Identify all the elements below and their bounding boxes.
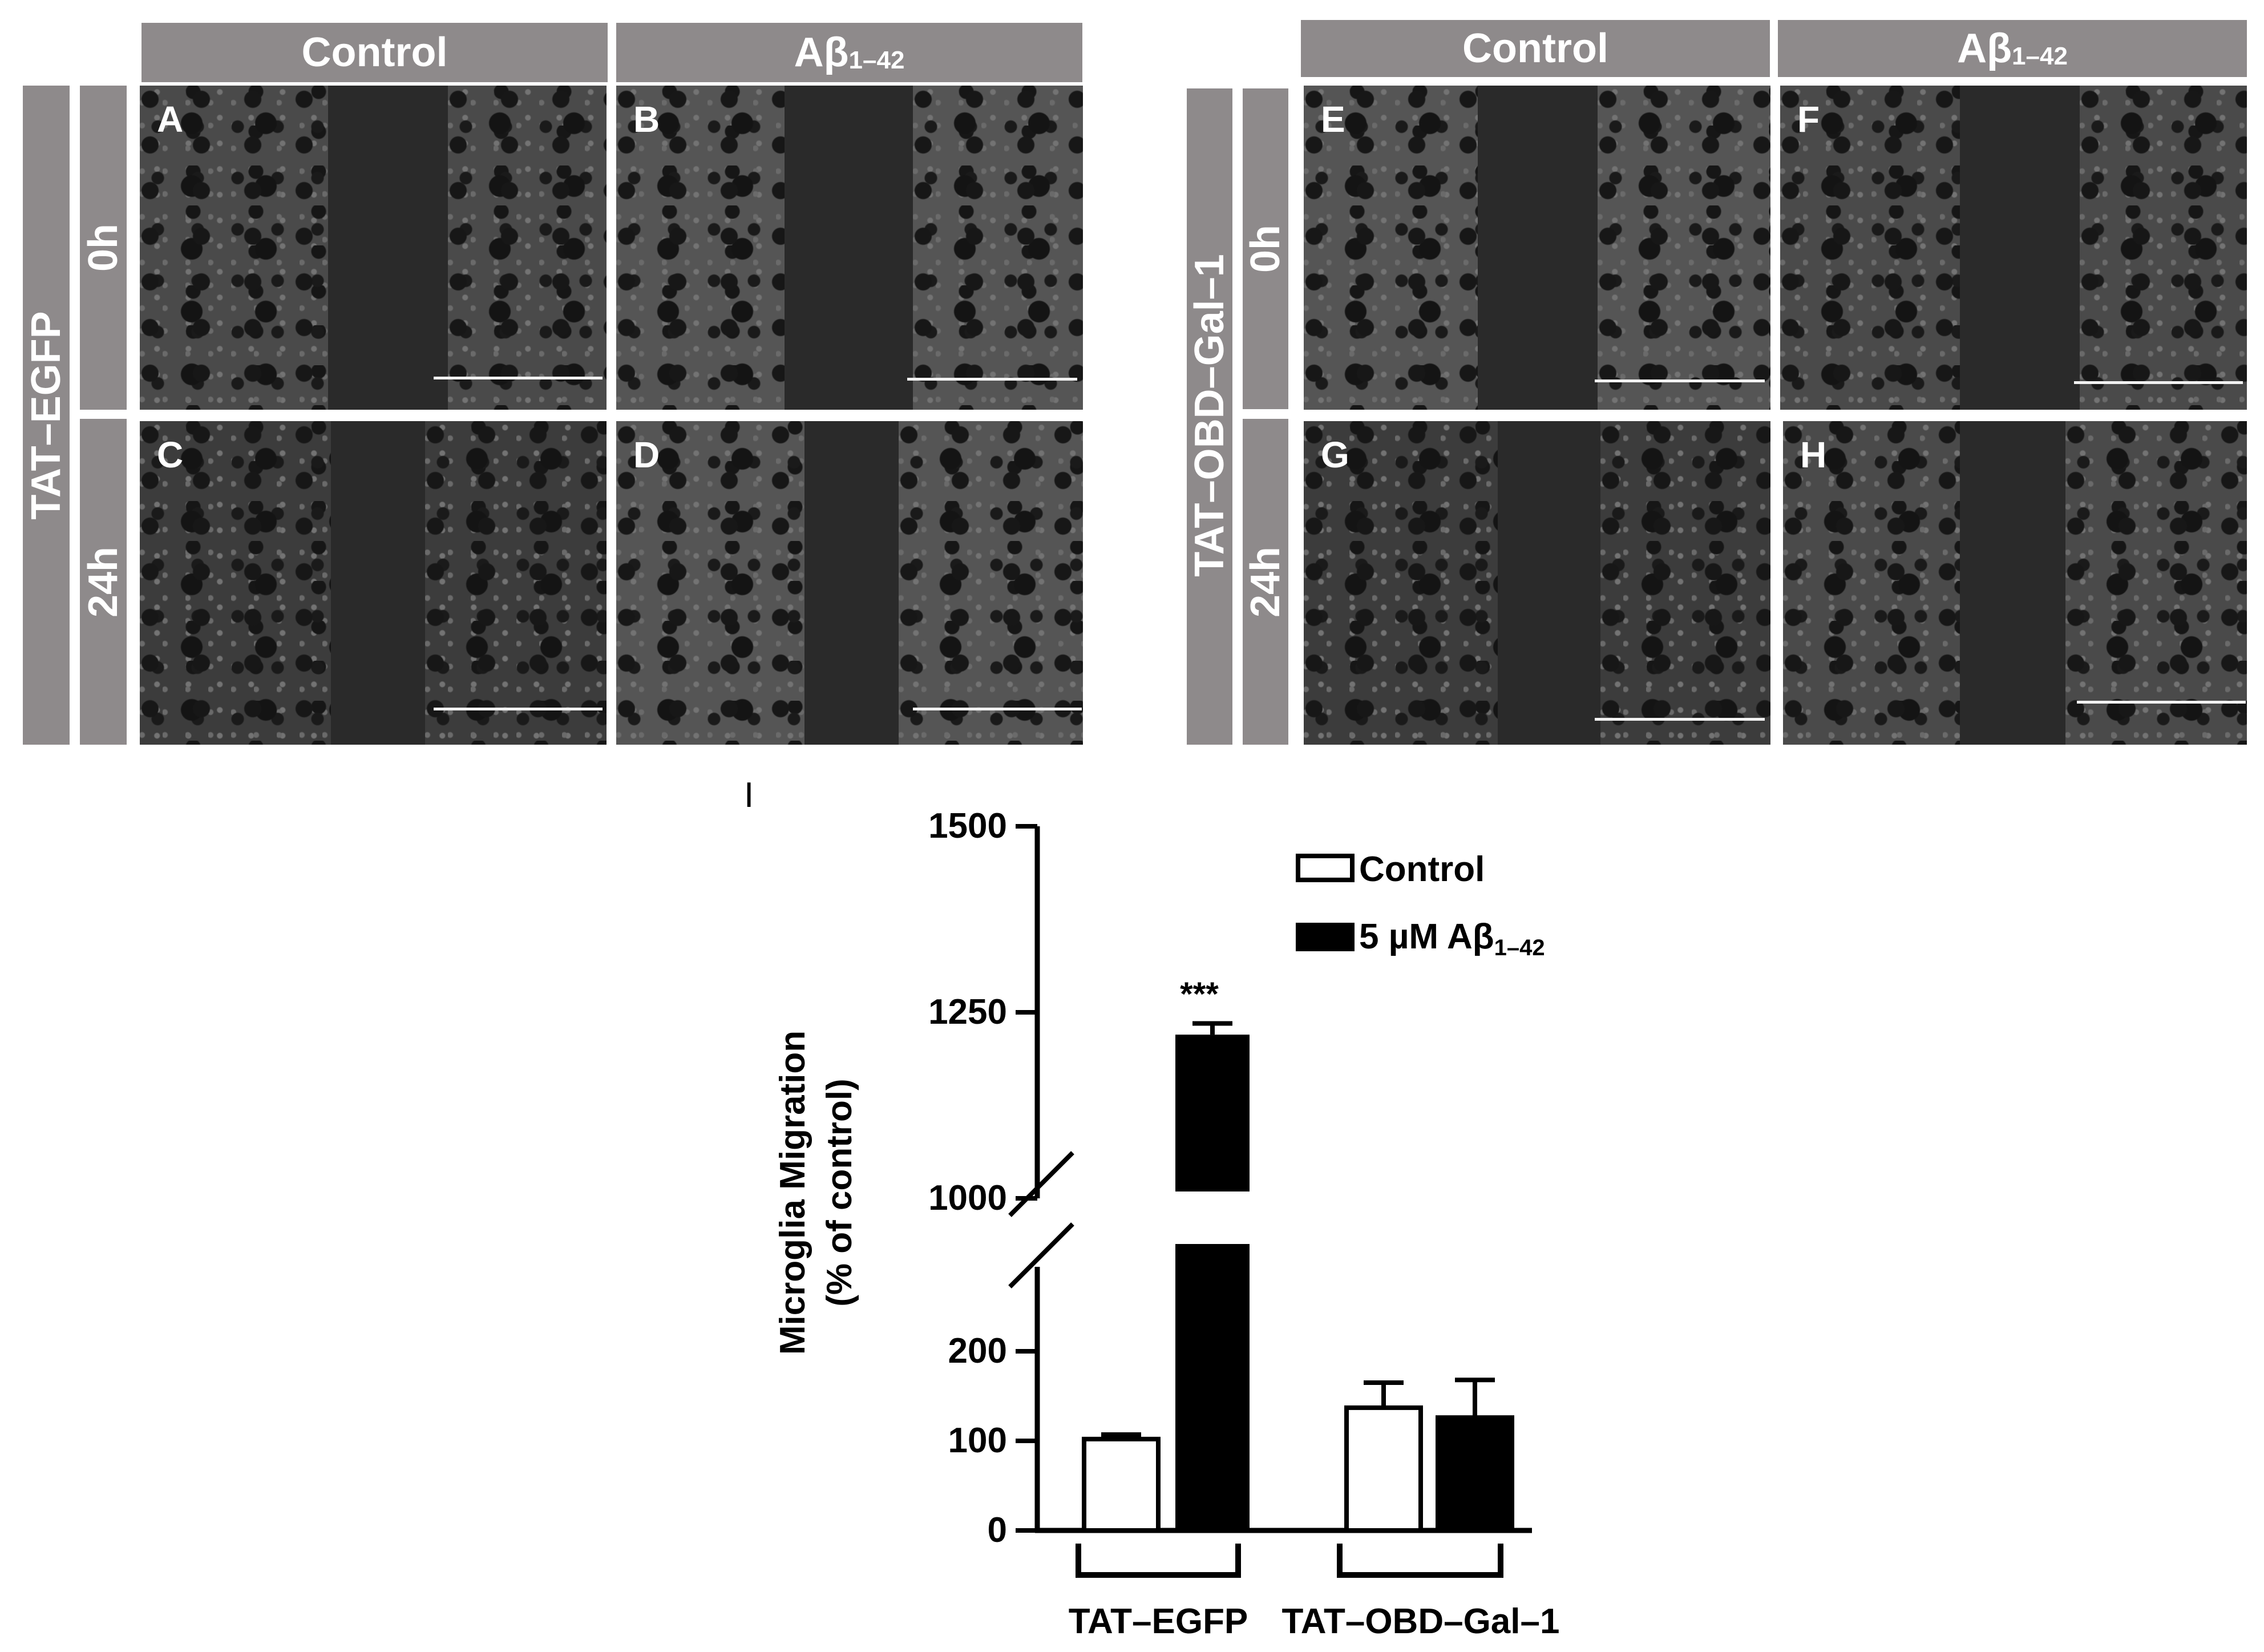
y-tick-label: 1250 [928, 992, 1007, 1032]
bar [1082, 1436, 1161, 1533]
y-axis-label-line2: (% of control) [820, 1079, 859, 1307]
scale-bar [434, 377, 603, 379]
y-tick-label: 200 [948, 1331, 1007, 1371]
panel-letter-b: B [633, 99, 660, 140]
right-row-group-bar [1187, 88, 1232, 745]
micrograph-panel-d: D [616, 421, 1083, 745]
panel-letter-d: D [633, 434, 660, 475]
panel-letter-g: G [1321, 434, 1349, 475]
legend-swatch-control [1296, 854, 1355, 882]
group-bracket-tat-obd-gal-1 [1337, 1544, 1503, 1578]
bar [1344, 1405, 1423, 1533]
right-col-header-abeta: Aβ 1–42 [1778, 20, 2247, 77]
left-col-header-control: Control [142, 23, 608, 82]
right-row-0h-bar [1243, 88, 1288, 409]
group-bracket-tat-egfp [1076, 1544, 1241, 1578]
axis-break-mark [1008, 1151, 1074, 1217]
bars [1082, 1021, 1514, 1533]
scale-bar [434, 708, 603, 710]
left-row-24h-bar [80, 419, 127, 745]
bar-upper-segment [1175, 1035, 1250, 1191]
micrograph-panel-f: F [1780, 86, 2247, 410]
legend-label-abeta: 5 µM Aβ1–42 [1359, 917, 1545, 960]
x-category-label: TAT–OBD–Gal–1 [1282, 1602, 1560, 1641]
micrograph-panel-b: B [616, 86, 1083, 410]
significance-marker: *** [1180, 976, 1219, 1013]
micrograph-panel-e: E [1304, 86, 1770, 410]
legend-label-control: Control [1359, 850, 1485, 889]
scale-bar [907, 378, 1077, 381]
micrograph-panel-h: H [1783, 421, 2247, 745]
micrograph-panel-c: C [140, 421, 607, 745]
left-col-header-abeta: Aβ 1–42 [616, 23, 1082, 82]
y-tick-label: 100 [948, 1421, 1007, 1460]
x-category-label: TAT–EGFP [1069, 1602, 1248, 1641]
right-col-header-control: Control [1301, 20, 1770, 77]
y-ticks: 0 100 200 1000 1250 1500 [928, 806, 1037, 1550]
axis-break-mark [1008, 1222, 1074, 1289]
left-row-group-bar [23, 86, 70, 745]
panel-letter-f: F [1797, 99, 1820, 140]
y-axis-label-line1: Microglia Migration [773, 1031, 812, 1355]
scale-bar [2077, 701, 2246, 704]
y-tick-label: 1000 [928, 1178, 1007, 1218]
bar-lower-segment [1175, 1244, 1250, 1530]
panel-letter-e: E [1321, 99, 1345, 140]
panel-letter-c: C [157, 434, 184, 475]
panel-letter-h: H [1800, 434, 1827, 475]
chart-panel-label: I [744, 775, 754, 815]
bar [1436, 1415, 1514, 1533]
right-row-24h-bar [1243, 419, 1288, 745]
scale-bar [913, 708, 1082, 710]
y-tick-label: 0 [988, 1510, 1007, 1550]
panel-letter-a: A [157, 99, 184, 140]
scale-bar [2074, 381, 2243, 384]
scale-bar [1595, 718, 1765, 721]
micrograph-panel-a: A [140, 86, 607, 410]
y-tick-label: 1500 [928, 806, 1007, 846]
micrograph-panel-g: G [1304, 421, 1770, 745]
scale-bar [1595, 379, 1765, 382]
left-row-0h-bar [80, 86, 127, 410]
legend-swatch-abeta [1296, 923, 1355, 951]
